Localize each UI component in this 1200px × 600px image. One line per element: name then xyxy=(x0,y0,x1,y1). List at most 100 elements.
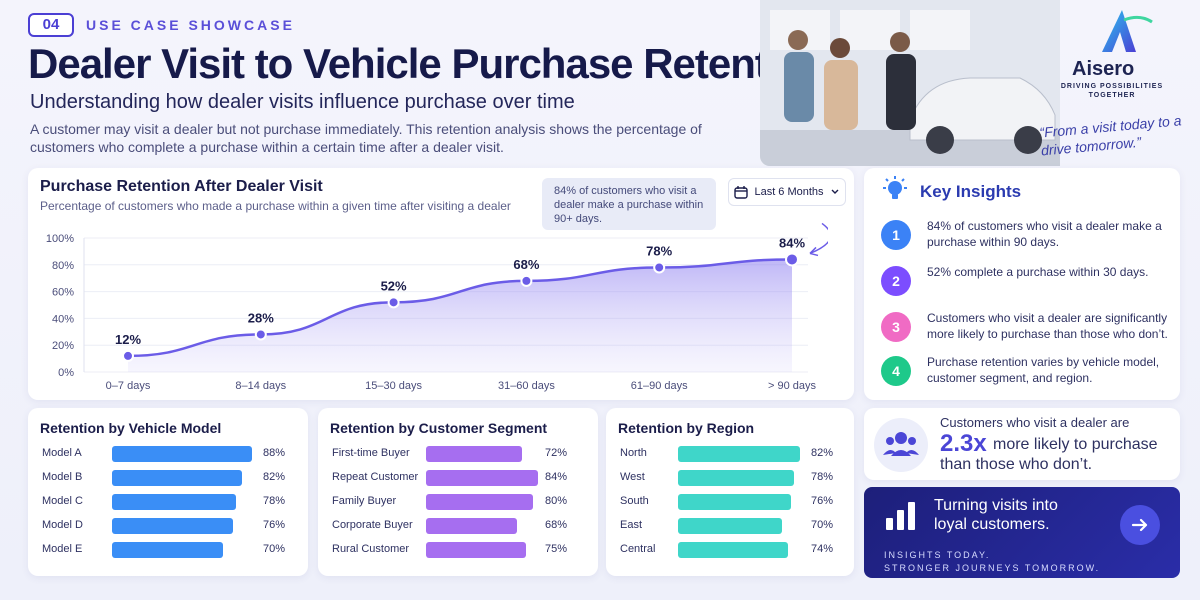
data-label: 12% xyxy=(115,332,141,347)
region-bar xyxy=(678,470,794,486)
region-row-label: North xyxy=(620,447,647,459)
stat-multiplier: 2.3x xyxy=(940,430,987,457)
region-row-value: 74% xyxy=(811,543,834,555)
period-dropdown[interactable]: Last 6 Months xyxy=(728,178,846,206)
model-row-value: 78% xyxy=(263,495,286,507)
model-panel-title: Retention by Vehicle Model xyxy=(40,420,222,436)
model-bar xyxy=(112,494,236,510)
y-tick-label: 40% xyxy=(52,313,74,325)
chart-callout: 84% of customers who visit a dealer make… xyxy=(542,178,716,230)
stat-line-3: than those who don’t. xyxy=(940,456,1093,473)
y-tick-label: 100% xyxy=(46,233,74,245)
cta-line-2: loyal customers. xyxy=(934,516,1050,533)
model-row-label: Model B xyxy=(42,471,83,483)
segment-bar xyxy=(426,542,526,558)
region-row-label: East xyxy=(620,519,643,531)
segment-row-value: 75% xyxy=(545,543,568,555)
model-row-value: 70% xyxy=(263,543,286,555)
chart-title: Purchase Retention After Dealer Visit xyxy=(40,178,323,195)
model-row-value: 88% xyxy=(263,447,286,459)
insight-number-2: 2 xyxy=(881,266,911,296)
brand-tagline: DRIVING POSSIBILITIES TOGETHER xyxy=(1060,83,1164,99)
segment-row-value: 68% xyxy=(545,519,568,531)
data-point xyxy=(520,274,533,287)
region-row-value: 70% xyxy=(811,519,834,531)
users-group-icon xyxy=(883,432,919,456)
data-point xyxy=(122,349,134,362)
segment-row-label: Repeat Customer xyxy=(332,471,419,483)
chevron-down-icon xyxy=(831,189,839,194)
segment-bar xyxy=(426,494,533,510)
model-row-label: Model A xyxy=(42,447,82,459)
bar-chart-icon xyxy=(886,502,915,530)
page-description: A customer may visit a dealer but not pu… xyxy=(30,121,702,155)
retention-area-chart: 0% 20% 40% 60% 80% 100% 12% 0–7 days 28% 8–14 day… xyxy=(46,222,828,392)
x-tick-label: > 90 days xyxy=(768,380,817,392)
arrow-right-icon xyxy=(1131,518,1148,532)
retention-area xyxy=(128,259,792,372)
x-tick-label: 61–90 days xyxy=(631,380,688,392)
segment-row-label: Rural Customer xyxy=(332,543,410,555)
segment-bar xyxy=(426,470,538,486)
data-label: 68% xyxy=(513,257,539,272)
cta-tagline-1: INSIGHTS TODAY. xyxy=(884,550,991,560)
chart-subtitle: Percentage of customers who made a purch… xyxy=(40,199,511,213)
y-tick-label: 0% xyxy=(58,367,74,379)
insight-number-3: 3 xyxy=(881,312,911,342)
cta-line-1: Turning visits into xyxy=(934,497,1058,514)
insight-number-1: 1 xyxy=(881,220,911,250)
segment-bar xyxy=(426,518,517,534)
x-tick-label: 0–7 days xyxy=(106,380,151,392)
data-label: 84% xyxy=(779,235,805,250)
model-row-value: 76% xyxy=(263,519,286,531)
segment-row-value: 72% xyxy=(545,447,568,459)
model-bar xyxy=(112,470,242,486)
region-bar xyxy=(678,446,800,462)
model-bar xyxy=(112,446,252,462)
insight-text-1: 84% of customers who visit a dealer make… xyxy=(927,219,1162,249)
region-row-value: 82% xyxy=(811,447,834,459)
segment-row-label: First-time Buyer xyxy=(332,447,410,459)
insight-text-2: 52% complete a purchase within 30 days. xyxy=(927,265,1149,279)
x-tick-label: 31–60 days xyxy=(498,380,555,392)
region-row-value: 76% xyxy=(811,495,834,507)
model-row-label: Model D xyxy=(42,519,83,531)
model-row-label: Model C xyxy=(42,495,83,507)
key-insights-card xyxy=(864,168,1180,400)
region-row-label: West xyxy=(620,471,645,483)
region-row-label: Central xyxy=(620,543,656,555)
segment-row-value: 84% xyxy=(545,471,568,483)
page-title: Dealer Visit to Vehicle Purchase Retenti… xyxy=(28,40,829,87)
region-panel-title: Retention by Region xyxy=(618,420,755,436)
data-label: 78% xyxy=(646,243,672,258)
showroom-photo xyxy=(760,0,1060,166)
model-bar xyxy=(112,542,223,558)
data-label: 28% xyxy=(248,310,274,325)
callout-arrow xyxy=(809,222,828,255)
insight-text-4: Purchase retention varies by vehicle mod… xyxy=(927,355,1160,385)
stat-line-2: more likely to purchase xyxy=(993,436,1158,453)
y-tick-label: 60% xyxy=(52,287,74,299)
brand-panel xyxy=(1040,0,1200,166)
page-subtitle: Understanding how dealer visits influenc… xyxy=(30,91,575,113)
x-tick-label: 8–14 days xyxy=(235,380,286,392)
brand-name: Aisero xyxy=(1072,58,1135,80)
segment-row-value: 80% xyxy=(545,495,568,507)
cta-arrow-button[interactable] xyxy=(1120,505,1160,545)
model-row-value: 82% xyxy=(263,471,286,483)
insight-number-4: 4 xyxy=(881,356,911,386)
data-point xyxy=(254,328,267,341)
showroom-illustration xyxy=(760,0,1060,166)
y-tick-label: 80% xyxy=(52,260,74,272)
y-tick-label: 20% xyxy=(52,340,74,352)
segment-row-label: Corporate Buyer xyxy=(332,519,413,531)
aisero-logo-icon xyxy=(1102,10,1153,52)
region-row-label: South xyxy=(620,495,649,507)
x-tick-label: 15–30 days xyxy=(365,380,422,392)
calendar-icon xyxy=(734,186,749,199)
stat-line-1: Customers who visit a dealer are xyxy=(940,415,1130,430)
segment-bar xyxy=(426,446,522,462)
data-point xyxy=(387,296,400,309)
data-label: 52% xyxy=(381,278,407,293)
region-row-value: 78% xyxy=(811,471,834,483)
